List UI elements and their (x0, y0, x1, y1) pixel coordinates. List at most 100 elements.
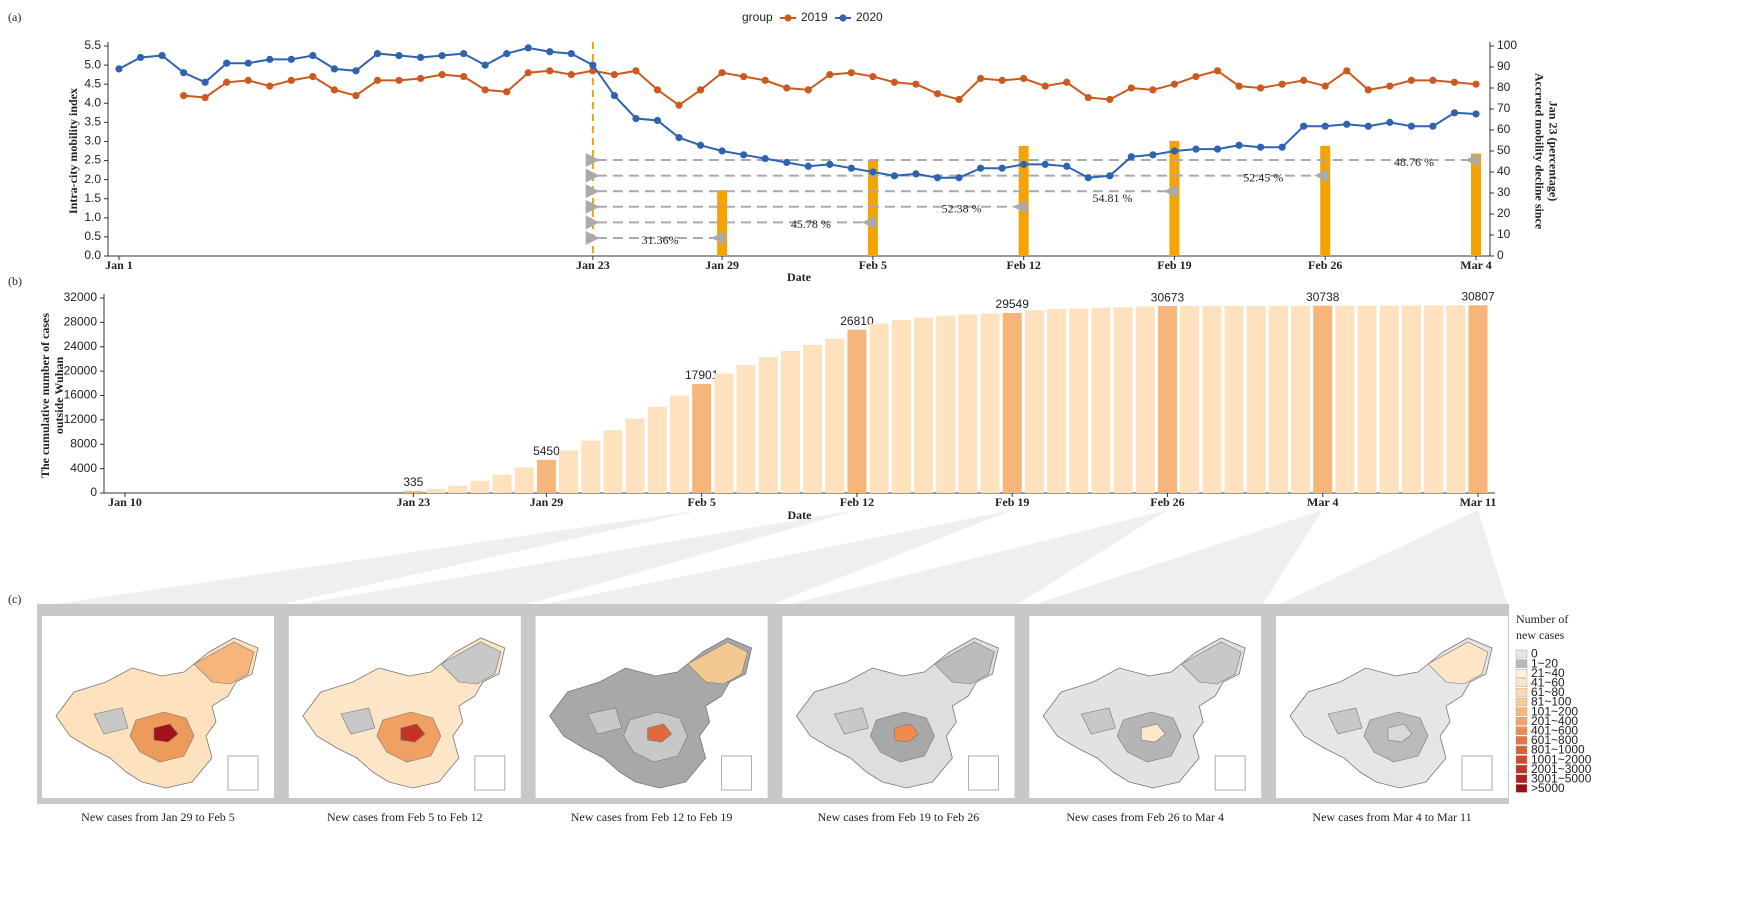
point (330, 86, 338, 94)
y2-axis-label: Accrued mobility decline since (1532, 73, 1546, 230)
x-tick-label: Feb 5 (859, 258, 887, 272)
bar (403, 490, 423, 493)
legend-swatch (1515, 736, 1528, 745)
bar (1202, 305, 1222, 493)
legend-label: 601~800 (1531, 733, 1578, 747)
bar-value-label: 48.76 % (1394, 155, 1434, 169)
point (1106, 95, 1114, 104)
point (1386, 118, 1394, 126)
point (1063, 162, 1071, 170)
legend-label: 41~60 (1531, 675, 1565, 689)
point (1020, 74, 1028, 83)
map-region (647, 723, 673, 743)
bar (1379, 305, 1399, 493)
map-panel (288, 616, 521, 798)
point (460, 50, 468, 58)
map-region (153, 723, 179, 743)
bar (1335, 305, 1355, 493)
map-region (1327, 707, 1363, 735)
point (524, 44, 532, 52)
point (416, 53, 425, 62)
point (158, 51, 166, 60)
point (740, 72, 748, 81)
point (244, 76, 252, 84)
y2-tick-label: 90 (1497, 59, 1511, 73)
point (1235, 82, 1243, 90)
legend-swatch (784, 14, 792, 22)
bar (825, 338, 845, 493)
point (201, 78, 209, 86)
bar (1135, 306, 1155, 493)
point (1149, 86, 1157, 94)
x-tick-label: Jan 29 (530, 495, 564, 509)
map-panel (42, 616, 274, 798)
point (1127, 153, 1135, 161)
bar (1157, 306, 1177, 493)
map-region (833, 707, 869, 735)
map-panel (535, 616, 768, 798)
point (481, 86, 489, 94)
map-inset (227, 755, 259, 791)
panel-label: (a) (8, 10, 21, 24)
map-region (587, 707, 622, 735)
x-tick-label: Feb 26 (1150, 495, 1184, 509)
legend-label: 101~200 (1531, 704, 1578, 718)
point (740, 151, 748, 159)
point (223, 78, 231, 86)
point (1407, 122, 1415, 130)
x-tick-label: Feb 19 (1157, 258, 1191, 272)
y-tick-label: 3.5 (84, 115, 101, 129)
legend-label: 1001~2000 (1531, 752, 1592, 766)
bar (1024, 310, 1044, 493)
bar-value-label: 52.38 % (942, 202, 982, 216)
point (826, 160, 834, 168)
point (395, 76, 403, 84)
y-tick-label: 12000 (64, 412, 98, 426)
point (847, 164, 855, 172)
bar-value-label: 5450 (533, 444, 560, 458)
y-tick-label: 28000 (64, 315, 98, 329)
bar (869, 323, 889, 493)
bar (758, 357, 778, 493)
legend-label: 3001~5000 (1531, 771, 1592, 785)
point (1321, 82, 1329, 90)
legend-label: 401~600 (1531, 723, 1578, 737)
point (890, 78, 899, 86)
point (1300, 76, 1308, 84)
legend-label: 2001~3000 (1531, 762, 1592, 776)
y2-tick-label: 30 (1497, 185, 1511, 199)
point (718, 147, 726, 155)
point (244, 59, 252, 67)
x-tick-label: Jan 23 (397, 495, 431, 509)
bar (670, 395, 690, 493)
x-tick-label: Mar 4 (1307, 495, 1338, 509)
legend-label: 1~20 (1531, 656, 1558, 670)
point (632, 114, 640, 123)
map-region (894, 723, 919, 743)
legend-swatch (1515, 755, 1528, 764)
bar-value-label: 17901 (685, 368, 719, 382)
point (998, 164, 1006, 172)
y-tick-label: 0.5 (84, 229, 101, 243)
line (118, 46, 1477, 179)
x-tick-label: Feb 12 (840, 495, 874, 509)
map-caption: New cases from Feb 5 to Feb 12 (327, 810, 483, 824)
point (1429, 122, 1437, 130)
bar (581, 440, 601, 493)
map-caption: New cases from Feb 12 to Feb 19 (571, 810, 733, 824)
link-wedge (288, 510, 857, 606)
x-axis-label: Date (787, 270, 812, 284)
point (373, 76, 382, 84)
point (180, 69, 188, 77)
y-tick-label: 5.5 (84, 38, 101, 52)
point (1149, 151, 1157, 159)
panel-label: (c) (8, 592, 21, 606)
legend-label: 81~100 (1531, 695, 1572, 709)
point (1192, 145, 1200, 153)
point (1407, 76, 1415, 84)
x-tick-label: Feb 19 (995, 495, 1029, 509)
point (675, 101, 683, 109)
bar (1320, 145, 1331, 256)
x-tick-label: Jan 29 (705, 258, 739, 272)
